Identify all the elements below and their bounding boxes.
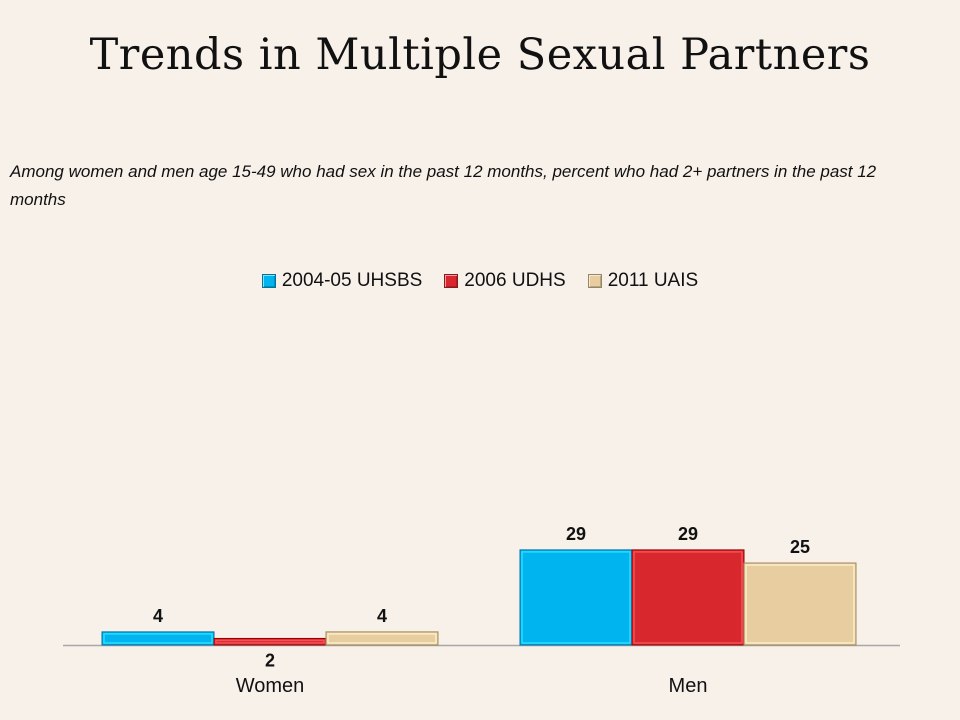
legend-swatch-series-1 <box>444 274 459 288</box>
legend-label-series-2: 2011 UAIS <box>607 270 699 291</box>
chart-subtitle: Among women and men age 15-49 who had se… <box>10 162 877 209</box>
bar-men-series-0 <box>519 549 633 646</box>
bar-men-series-1 <box>631 549 745 646</box>
bar-bevel-women-series-1 <box>215 639 325 644</box>
data-label-men-series-0: 29 <box>566 524 586 544</box>
legend-label-series-1: 2006 UDHS <box>464 270 566 291</box>
bar-women-series-2 <box>325 631 439 646</box>
data-label-women-series-2: 4 <box>377 606 387 626</box>
bar-bevel-men-series-0 <box>521 551 631 644</box>
legend-item-series-0: 2004-05 UHSBS <box>261 270 423 292</box>
legend: 2004-05 UHSBS 2006 UDHS 2011 UAIS <box>0 270 960 292</box>
legend-swatch-series-2 <box>587 274 602 288</box>
chart-title: Trends in Multiple Sexual Partners <box>89 30 871 80</box>
data-label-men-series-1: 29 <box>678 524 698 544</box>
x-tick-label-women: Women <box>236 675 305 697</box>
data-label-women-series-1: 2 <box>265 650 275 670</box>
legend-swatch-series-0 <box>261 274 276 288</box>
data-label-men-series-2: 25 <box>790 537 810 557</box>
bar-bevel-men-series-1 <box>633 551 743 644</box>
data-label-women-series-0: 4 <box>153 606 163 626</box>
bar-bevel-women-series-2 <box>327 633 437 644</box>
bar-men-series-2 <box>743 562 857 646</box>
bar-bevel-women-series-0 <box>103 633 213 644</box>
bar-bevel-men-series-2 <box>745 564 855 644</box>
legend-item-series-2: 2011 UAIS <box>587 270 699 292</box>
bar-women-series-1 <box>213 637 327 646</box>
legend-label-series-0: 2004-05 UHSBS <box>281 270 423 291</box>
x-tick-label-men: Men <box>669 675 708 697</box>
legend-item-series-1: 2006 UDHS <box>444 270 566 292</box>
